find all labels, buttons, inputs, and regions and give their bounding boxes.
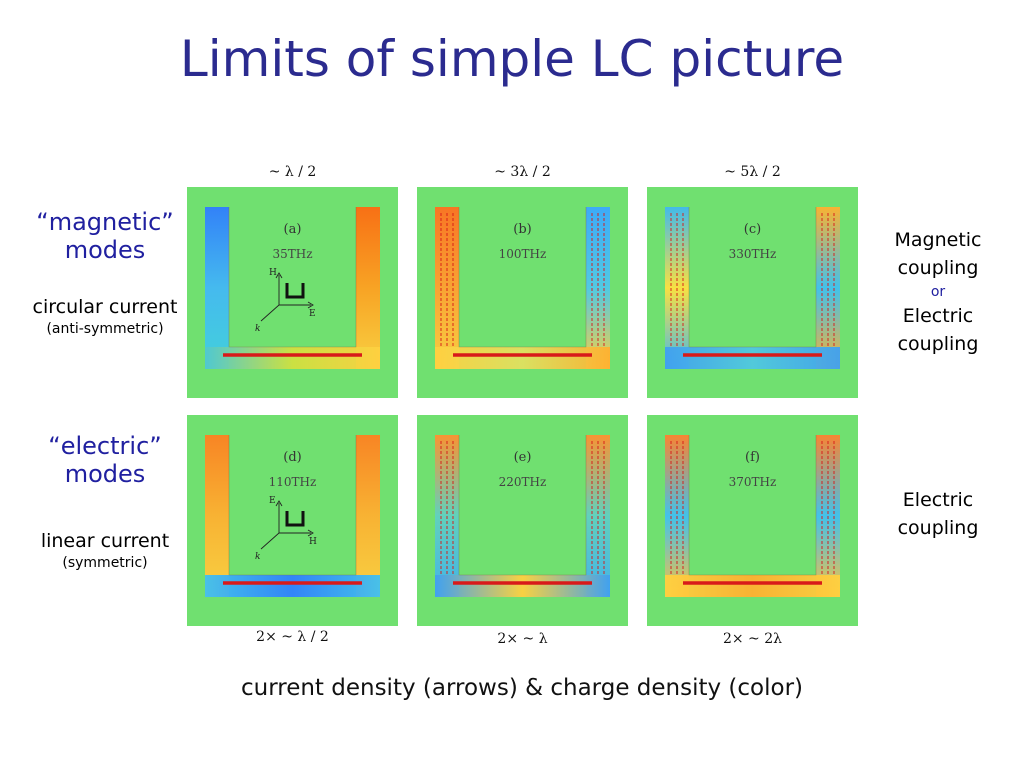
panel-frequency: 370THz [729,475,777,489]
slide-title: Limits of simple LC picture [179,30,845,88]
axis-label-vertical: H [269,268,277,278]
axis-label-k: k [255,552,260,562]
current-arrows [670,441,835,574]
field-map-c: (c) 330THz [647,187,858,398]
panel-label: (d) [283,450,301,465]
panel-frequency: 110THz [269,475,317,489]
right-arm-charge [356,435,380,597]
field-map-d: (d) 110THz E Hk [187,415,398,626]
panel-f: (f) 370THz [647,415,858,626]
panel-frequency: 35THz [272,247,312,261]
axis-label-horizontal: E [309,309,316,319]
wavelength-label-c: ~ 5λ / 2 [724,164,781,180]
bottom-bar-charge [435,347,610,369]
panel-frequency: 220THz [499,475,547,489]
panel-label: (b) [513,222,531,237]
wavelength-label-a: ~ λ / 2 [268,164,317,180]
figure-caption: current density (arrows) & charge densit… [240,675,804,701]
electric-modes-label: “electric” modes [48,432,162,488]
structure-outline [458,435,587,576]
structure-outline [688,435,817,576]
panel-frequency: 100THz [499,247,547,261]
structure-outline [228,207,357,348]
wavelength-label-d: 2× ~ λ / 2 [256,629,329,645]
structure-outline [458,207,587,348]
wavelength-label-f: 2× ~ 2λ [722,631,783,647]
current-arrows [440,441,605,574]
field-map-f: (f) 370THz [647,415,858,626]
left-arm-charge [205,207,229,369]
field-map-b: (b) 100THz [417,187,628,398]
axes-icon [260,272,314,322]
panel-label: (c) [744,222,761,237]
panel-c: (c) 330THz [647,187,858,398]
bottom-bar-charge [205,347,380,369]
anti-symmetric-label: (anti-symmetric) [46,321,164,337]
field-map-a: (a) 35THz H Ek [187,187,398,398]
panel-e: (e) 220THz [417,415,628,626]
panel-label: (e) [514,450,532,465]
or-label: or [930,284,946,300]
linear-current-label: linear current [40,530,170,552]
current-arrows [670,213,835,346]
u-structure-icon [285,283,305,299]
structure-outline [228,435,357,576]
wavelength-label-b: ~ 3λ / 2 [494,164,551,180]
wavelength-label-e: 2× ~ λ [497,631,548,647]
electric-coupling-label-top: Electric coupling [897,305,979,355]
axes-icon [260,500,314,550]
top-coupling-block: Magnetic coupling or Electric coupling [878,226,998,358]
bottom-coupling-block: Electric coupling [878,486,998,542]
panel-label: (f) [745,450,760,465]
panel-label: (a) [284,222,302,237]
left-arm-charge [205,435,229,597]
symmetric-label: (symmetric) [62,555,148,571]
current-arrows [440,213,605,346]
field-map-e: (e) 220THz [417,415,628,626]
electric-coupling-label-bottom: Electric coupling [897,489,979,539]
bottom-bar-charge [435,575,610,597]
electric-modes-block: “electric” modes linear current (symmetr… [20,432,190,571]
magnetic-modes-block: “magnetic” modes circular current (anti-… [20,208,190,337]
right-arm-charge [356,207,380,369]
u-structure-icon [285,511,305,527]
axis-label-horizontal: H [309,537,317,547]
magnetic-modes-label: “magnetic” modes [36,208,174,264]
bottom-bar-charge [665,575,840,597]
axis-label-vertical: E [269,496,276,506]
panel-frequency: 330THz [729,247,777,261]
bottom-bar-charge [665,347,840,369]
panel-b: (b) 100THz [417,187,628,398]
structure-outline [688,207,817,348]
axis-label-k: k [255,324,260,334]
bottom-bar-charge [205,575,380,597]
magnetic-coupling-label: Magnetic coupling [894,229,982,279]
circular-current-label: circular current [32,296,178,318]
